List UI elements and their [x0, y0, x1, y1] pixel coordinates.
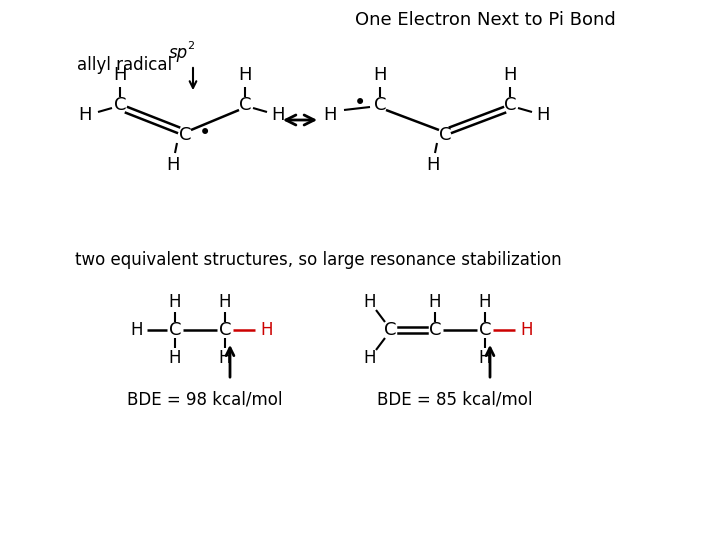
- Text: C: C: [179, 126, 192, 144]
- Text: One Electron Next to Pi Bond: One Electron Next to Pi Bond: [355, 11, 616, 29]
- Text: H: H: [503, 66, 517, 84]
- Text: two equivalent structures, so large resonance stabilization: two equivalent structures, so large reso…: [75, 251, 562, 269]
- Text: C: C: [374, 96, 386, 114]
- Text: C: C: [479, 321, 491, 339]
- Text: H: H: [261, 321, 274, 339]
- Text: H: H: [323, 106, 337, 124]
- Text: H: H: [364, 349, 377, 367]
- Text: H: H: [219, 293, 231, 311]
- Text: 2: 2: [187, 41, 194, 51]
- Text: H: H: [521, 321, 534, 339]
- Text: C: C: [504, 96, 516, 114]
- Text: H: H: [271, 106, 284, 124]
- Text: C: C: [114, 96, 126, 114]
- Text: C: C: [438, 126, 451, 144]
- Text: H: H: [238, 66, 252, 84]
- Text: C: C: [428, 321, 441, 339]
- Text: C: C: [168, 321, 181, 339]
- Text: allyl radical: allyl radical: [78, 56, 173, 74]
- Text: H: H: [78, 106, 91, 124]
- Text: H: H: [113, 66, 127, 84]
- Text: H: H: [536, 106, 550, 124]
- Text: •: •: [199, 123, 211, 143]
- Text: C: C: [239, 96, 251, 114]
- Text: H: H: [219, 349, 231, 367]
- Text: H: H: [426, 156, 440, 174]
- Text: H: H: [479, 349, 491, 367]
- Text: BDE = 98 kcal/mol: BDE = 98 kcal/mol: [127, 391, 283, 409]
- Text: H: H: [131, 321, 143, 339]
- Text: H: H: [428, 293, 441, 311]
- Text: C: C: [384, 321, 396, 339]
- Text: H: H: [364, 293, 377, 311]
- Text: C: C: [219, 321, 231, 339]
- Text: H: H: [168, 349, 181, 367]
- Text: H: H: [373, 66, 387, 84]
- Text: •: •: [354, 93, 366, 113]
- Text: H: H: [166, 156, 180, 174]
- Text: BDE = 85 kcal/mol: BDE = 85 kcal/mol: [377, 391, 533, 409]
- Text: sp: sp: [168, 44, 188, 62]
- Text: H: H: [479, 293, 491, 311]
- Text: H: H: [168, 293, 181, 311]
